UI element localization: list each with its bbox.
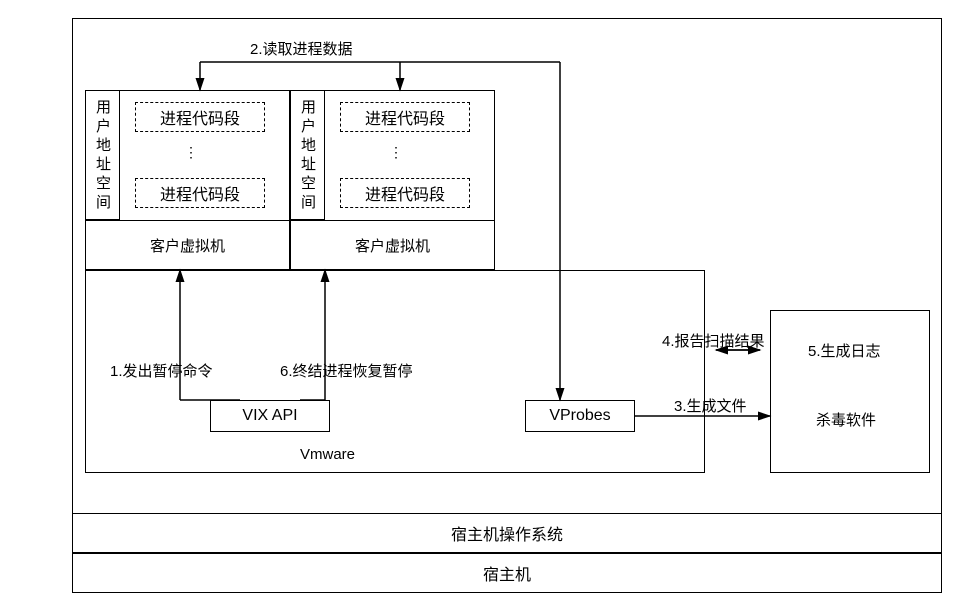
vm1-codeseg-bot: 进程代码段 bbox=[135, 178, 265, 208]
vm2-codeseg-top: 进程代码段 bbox=[340, 102, 470, 132]
host-label: 宿主机 bbox=[483, 561, 531, 585]
vixapi-label: VIX API bbox=[242, 407, 297, 425]
step-4-label: 4.报告扫描结果 bbox=[662, 330, 765, 351]
host-os-box: 宿主机操作系统 bbox=[72, 513, 942, 553]
vm2-codeseg-bot: 进程代码段 bbox=[340, 178, 470, 208]
diagram-canvas: 宿主机 宿主机操作系统 Vmware 用户地址空间 客户虚拟机 进程代码段 ⋮ … bbox=[0, 0, 978, 611]
right-box bbox=[770, 310, 930, 473]
vm2-codeseg-top-label: 进程代码段 bbox=[365, 105, 445, 129]
addr-space-2: 用户地址空间 bbox=[290, 90, 325, 220]
step-1-label: 1.发出暂停命令 bbox=[110, 360, 213, 381]
guest-vm-2-label: 客户虚拟机 bbox=[290, 220, 495, 270]
vm1-codeseg-top-label: 进程代码段 bbox=[160, 105, 240, 129]
step-6-label: 6.终结进程恢复暂停 bbox=[280, 360, 413, 381]
vprobes-label: VProbes bbox=[549, 407, 610, 425]
addr-space-1-label: 用户地址空间 bbox=[92, 99, 113, 213]
av-label: 杀毒软件 bbox=[816, 409, 876, 430]
host-box: 宿主机 bbox=[72, 553, 942, 593]
vm1-codeseg-bot-label: 进程代码段 bbox=[160, 181, 240, 205]
log-label: 5.生成日志 bbox=[808, 340, 881, 361]
host-os-label: 宿主机操作系统 bbox=[451, 521, 563, 545]
vprobes-box: VProbes bbox=[525, 400, 635, 432]
addr-space-2-label: 用户地址空间 bbox=[297, 99, 318, 213]
vixapi-box: VIX API bbox=[210, 400, 330, 432]
step-2-label: 2.读取进程数据 bbox=[250, 38, 353, 59]
vm2-dots: ⋮ bbox=[389, 144, 405, 161]
vm1-dots: ⋮ bbox=[184, 144, 200, 161]
vm2-codeseg-bot-label: 进程代码段 bbox=[365, 181, 445, 205]
vm1-codeseg-top: 进程代码段 bbox=[135, 102, 265, 132]
addr-space-1: 用户地址空间 bbox=[85, 90, 120, 220]
guest-vm-1-label: 客户虚拟机 bbox=[85, 220, 290, 270]
vmware-label: Vmware bbox=[300, 446, 355, 463]
step-3-label: 3.生成文件 bbox=[674, 395, 747, 416]
